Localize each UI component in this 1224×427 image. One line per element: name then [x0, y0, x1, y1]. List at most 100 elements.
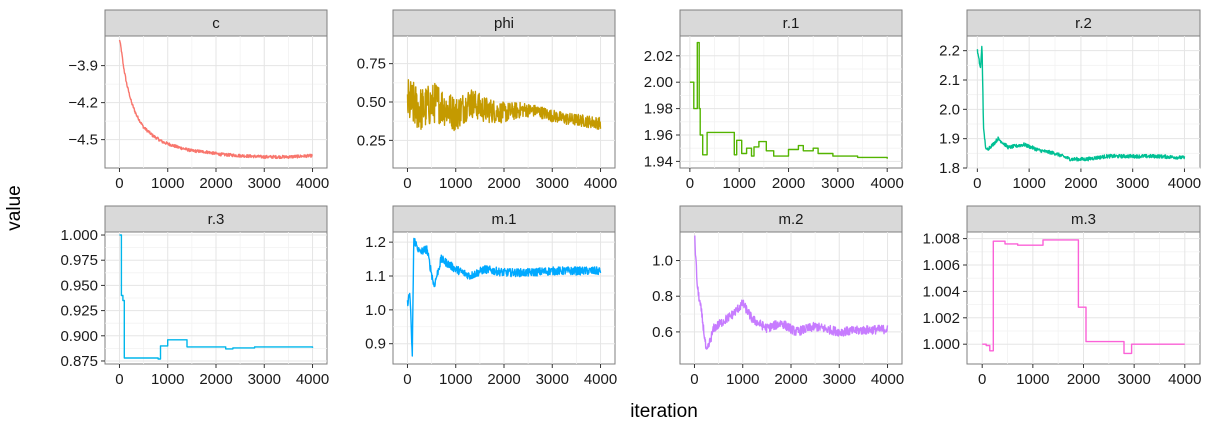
facet-panels: c 0 1000 2000 3000 4000 −3.9 −4.2 −4.5 phi 0 1000 20…: [60, 9, 1201, 388]
y-tick-label: 1.004: [922, 283, 960, 300]
y-tick-label: 1.2: [365, 234, 386, 251]
series-line-m.3: [982, 239, 1185, 355]
x-tick-label: 1000: [1016, 371, 1049, 388]
x-tick-label: 1000: [723, 175, 756, 192]
x-tick-label: 3000: [536, 371, 569, 388]
y-tick-label: 1.000: [922, 336, 960, 353]
y-tick-label: 0.925: [60, 303, 98, 320]
facet-panel-m.2: m.2 0 1000 2000 3000 4000 1.0 0.8 0.6: [652, 205, 904, 388]
facet-panel-r.3: r.3 0 1000 2000 3000 4000 1.000 0.975 0.950 0.925…: [60, 205, 329, 388]
y-tick-label: 1.000: [60, 227, 98, 244]
x-tick-label: 1000: [726, 371, 759, 388]
x-tick-label: 2000: [199, 175, 232, 192]
series-line-r.3: [119, 234, 314, 360]
series-line-r.2: [976, 45, 1186, 162]
y-tick-label: 0.75: [357, 56, 386, 73]
facet-strip-label: r.3: [208, 211, 225, 228]
series-line-m.1: [406, 237, 602, 357]
x-tick-label: 4000: [296, 371, 329, 388]
x-tick-label: 2000: [1064, 175, 1097, 192]
y-tick-label: 1.006: [922, 257, 960, 274]
y-tick-label: 0.900: [60, 328, 98, 345]
x-tick-label: 2000: [487, 371, 520, 388]
x-tick-label: 3000: [823, 371, 856, 388]
facet-panel-r.2: r.2 0 1000 2000 3000 4000 2.2 2.1 2.0 1.9 1.8: [939, 9, 1201, 192]
y-tick-label: 2.00: [644, 74, 673, 91]
facet-strip: [679, 205, 903, 233]
y-tick-label: 1.0: [652, 253, 673, 270]
x-tick-label: 3000: [1117, 371, 1150, 388]
y-tick-label: 2.0: [939, 101, 960, 118]
y-tick-label: −4.5: [68, 132, 98, 149]
facet-strip-label: r.1: [783, 15, 800, 32]
facet-strip: [966, 9, 1201, 37]
y-tick-label: −4.2: [68, 95, 98, 112]
y-axis-title: value: [4, 185, 25, 230]
x-tick-label: 4000: [584, 371, 617, 388]
y-tick-label: 2.1: [939, 72, 960, 89]
y-tick-label: 0.950: [60, 277, 98, 294]
facet-plot-area: [679, 35, 903, 169]
y-tick-label: 1.1: [365, 268, 386, 285]
facet-strip: [104, 9, 328, 37]
y-tick-label: 1.008: [922, 231, 960, 248]
facet-panel-m.1: m.1 0 1000 2000 3000 4000 1.2 1.1 1.0 0.9: [365, 205, 617, 388]
facet-strip: [392, 9, 616, 37]
facet-plot-area: [966, 35, 1201, 169]
y-tick-label: 0.25: [357, 132, 386, 149]
y-tick-label: 0.875: [60, 353, 98, 370]
x-tick-label: 0: [403, 175, 411, 192]
x-tick-label: 0: [978, 371, 986, 388]
x-tick-label: 1000: [439, 371, 472, 388]
y-tick-label: 1.002: [922, 310, 960, 327]
x-tick-label: 1000: [151, 371, 184, 388]
x-tick-label: 2000: [772, 175, 805, 192]
x-tick-label: 4000: [1168, 371, 1201, 388]
facet-strip-label: phi: [494, 15, 514, 32]
facet-panel-c: c 0 1000 2000 3000 4000 −3.9 −4.2 −4.5: [68, 9, 329, 192]
facet-strip: [679, 9, 903, 37]
x-tick-label: 4000: [296, 175, 329, 192]
x-tick-label: 3000: [536, 175, 569, 192]
x-tick-label: 4000: [871, 371, 904, 388]
facet-strip-label: m.2: [778, 211, 803, 228]
x-tick-label: 0: [115, 371, 123, 388]
facet-panel-r.1: r.1 0 1000 2000 3000 4000 2.02 2.00 1.98 1.96 1.94: [644, 9, 904, 192]
y-tick-label: 2.02: [644, 48, 673, 65]
facet-strip: [966, 205, 1201, 233]
y-tick-label: 0.8: [652, 288, 673, 305]
series-line-r.1: [689, 41, 888, 159]
y-tick-label: 0.50: [357, 94, 386, 111]
series-line-c: [118, 39, 313, 160]
facet-panel-phi: phi 0 1000 2000 3000 4000 0.75 0.50 0.25: [357, 9, 617, 192]
y-tick-label: −3.9: [68, 58, 98, 75]
facet-strip-label: c: [212, 15, 220, 32]
x-tick-label: 1000: [1012, 175, 1045, 192]
x-tick-label: 3000: [1116, 175, 1149, 192]
x-tick-label: 3000: [821, 175, 854, 192]
y-tick-label: 0.975: [60, 252, 98, 269]
x-tick-label: 2000: [774, 371, 807, 388]
facet-strip-label: r.2: [1075, 15, 1092, 32]
y-tick-label: 1.94: [644, 153, 673, 170]
y-tick-label: 1.8: [939, 160, 960, 177]
x-tick-label: 4000: [871, 175, 904, 192]
x-tick-label: 0: [115, 175, 123, 192]
y-tick-label: 1.96: [644, 127, 673, 144]
x-tick-label: 3000: [248, 371, 281, 388]
y-tick-label: 0.9: [365, 336, 386, 353]
facet-strip-label: m.1: [491, 211, 516, 228]
x-tick-label: 0: [973, 175, 981, 192]
series-line-phi: [406, 79, 602, 132]
x-tick-label: 1000: [151, 175, 184, 192]
x-tick-label: 2000: [199, 371, 232, 388]
facet-strip-label: m.3: [1071, 211, 1096, 228]
x-tick-label: 0: [403, 371, 411, 388]
x-tick-label: 4000: [584, 175, 617, 192]
x-axis-title: iteration: [630, 401, 698, 422]
y-tick-label: 1.98: [644, 101, 673, 118]
x-tick-label: 2000: [1067, 371, 1100, 388]
y-tick-label: 2.2: [939, 43, 960, 60]
series-line-m.2: [694, 235, 889, 350]
